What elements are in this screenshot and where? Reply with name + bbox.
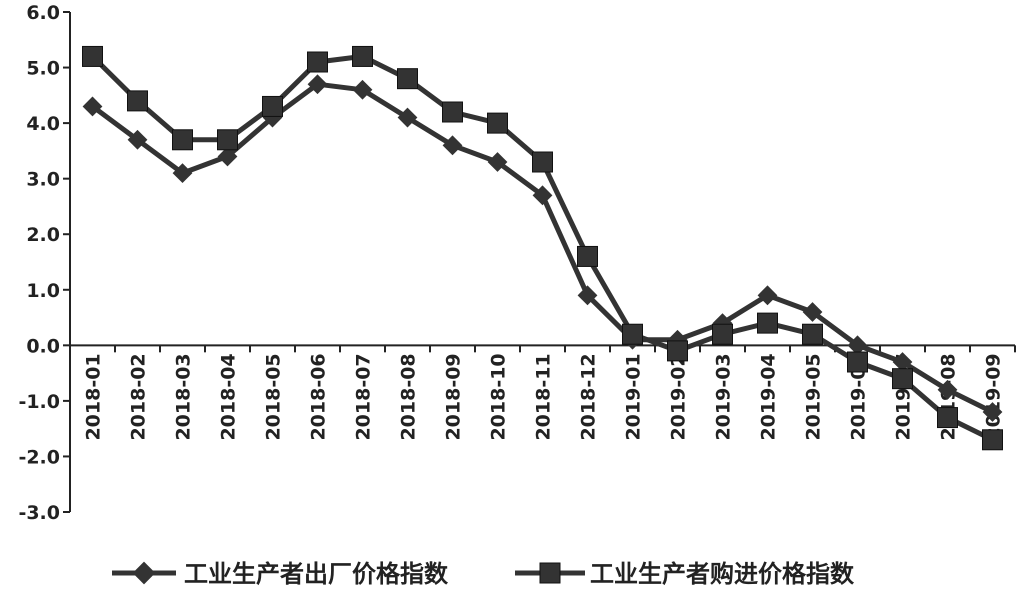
legend-label-series-0: 工业生产者出厂价格指数 <box>184 560 449 588</box>
x-tick-label: 2018-01 <box>83 353 105 440</box>
legend-label-series-1: 工业生产者购进价格指数 <box>590 560 855 588</box>
x-tick-label: 2019-05 <box>803 353 825 440</box>
y-tick-label: 2.0 <box>26 224 60 246</box>
legend-marker-diamond <box>132 561 156 585</box>
point-diamond <box>892 352 913 372</box>
y-tick-label: -1.0 <box>18 391 60 413</box>
x-tick-label: 2019-06 <box>848 353 870 440</box>
point-square <box>172 129 193 151</box>
x-tick-label: 2018-11 <box>533 353 555 440</box>
point-square <box>802 323 823 345</box>
y-tick-label: 6.0 <box>26 2 60 24</box>
point-square <box>307 51 328 73</box>
point-square <box>262 95 283 117</box>
x-tick-label: 2018-05 <box>263 353 285 440</box>
point-square <box>352 45 373 67</box>
x-tick-label: 2018-10 <box>488 353 510 440</box>
point-square <box>487 112 508 134</box>
point-diamond <box>127 129 148 150</box>
point-square <box>757 312 778 334</box>
x-tick-label: 2019-02 <box>668 353 690 440</box>
point-diamond <box>397 107 418 128</box>
x-tick-label: 2019-04 <box>758 353 780 440</box>
y-tick-label: 0.0 <box>26 335 60 357</box>
x-tick-label: 2018-02 <box>128 353 150 440</box>
x-tick-label: 2018-07 <box>353 353 375 440</box>
point-square <box>442 101 463 123</box>
y-tick-label: 3.0 <box>26 169 60 191</box>
legend-item-1: 工业生产者购进价格指数 <box>515 560 855 588</box>
point-square <box>667 340 688 362</box>
point-diamond <box>757 285 778 306</box>
x-tick-label: 2018-08 <box>398 353 420 440</box>
point-square <box>937 407 958 429</box>
legend-marker-square <box>539 562 561 584</box>
point-square <box>532 151 553 173</box>
point-diamond <box>307 74 328 95</box>
point-diamond <box>442 135 463 156</box>
y-axis-tick-labels: 6.0 5.0 4.0 3.0 2.0 1.0 0.0 -1.0 -2.0 -3.0 <box>18 2 60 524</box>
x-tick-label: 2019-09 <box>983 353 1005 440</box>
series-1 <box>82 45 1003 451</box>
point-diamond <box>172 163 193 184</box>
y-tick-label: -2.0 <box>18 446 60 468</box>
point-square <box>892 368 913 390</box>
x-tick-label: 2018-03 <box>173 353 195 440</box>
x-axis-tick-labels: 2018-01 2018-02 2018-03 2018-04 2018-05 2018-… <box>83 353 1005 440</box>
legend-item-0: 工业生产者出厂价格指数 <box>112 560 449 588</box>
x-tick-label: 2019-01 <box>623 353 645 440</box>
y-tick-label: 4.0 <box>26 113 60 135</box>
x-tick-label: 2019-03 <box>713 353 735 440</box>
x-tick-label: 2018-04 <box>218 353 240 440</box>
point-square <box>847 351 868 373</box>
y-tick-label: 5.0 <box>26 58 60 80</box>
point-diamond <box>82 96 103 117</box>
y-tick-label: -3.0 <box>18 502 60 524</box>
point-diamond <box>352 79 373 100</box>
point-diamond <box>937 379 958 400</box>
point-square <box>217 129 238 151</box>
point-diamond <box>982 402 1003 422</box>
point-square <box>622 323 643 345</box>
series-layer <box>82 45 1003 451</box>
legend: 工业生产者出厂价格指数 工业生产者购进价格指数 <box>112 560 855 588</box>
point-square <box>982 429 1003 451</box>
x-tick-label: 2018-09 <box>443 353 465 440</box>
x-tick-label: 2018-12 <box>578 353 600 440</box>
point-square <box>127 90 148 112</box>
y-tick-label: 1.0 <box>26 280 60 302</box>
point-square <box>577 245 598 267</box>
point-diamond <box>577 285 598 306</box>
point-diamond <box>487 152 508 172</box>
point-square <box>397 68 418 90</box>
x-tick-label: 2018-06 <box>308 353 330 440</box>
point-diamond <box>847 335 868 356</box>
point-square <box>712 323 733 345</box>
point-diamond <box>802 302 823 322</box>
point-diamond <box>217 146 238 167</box>
point-square <box>82 45 103 67</box>
